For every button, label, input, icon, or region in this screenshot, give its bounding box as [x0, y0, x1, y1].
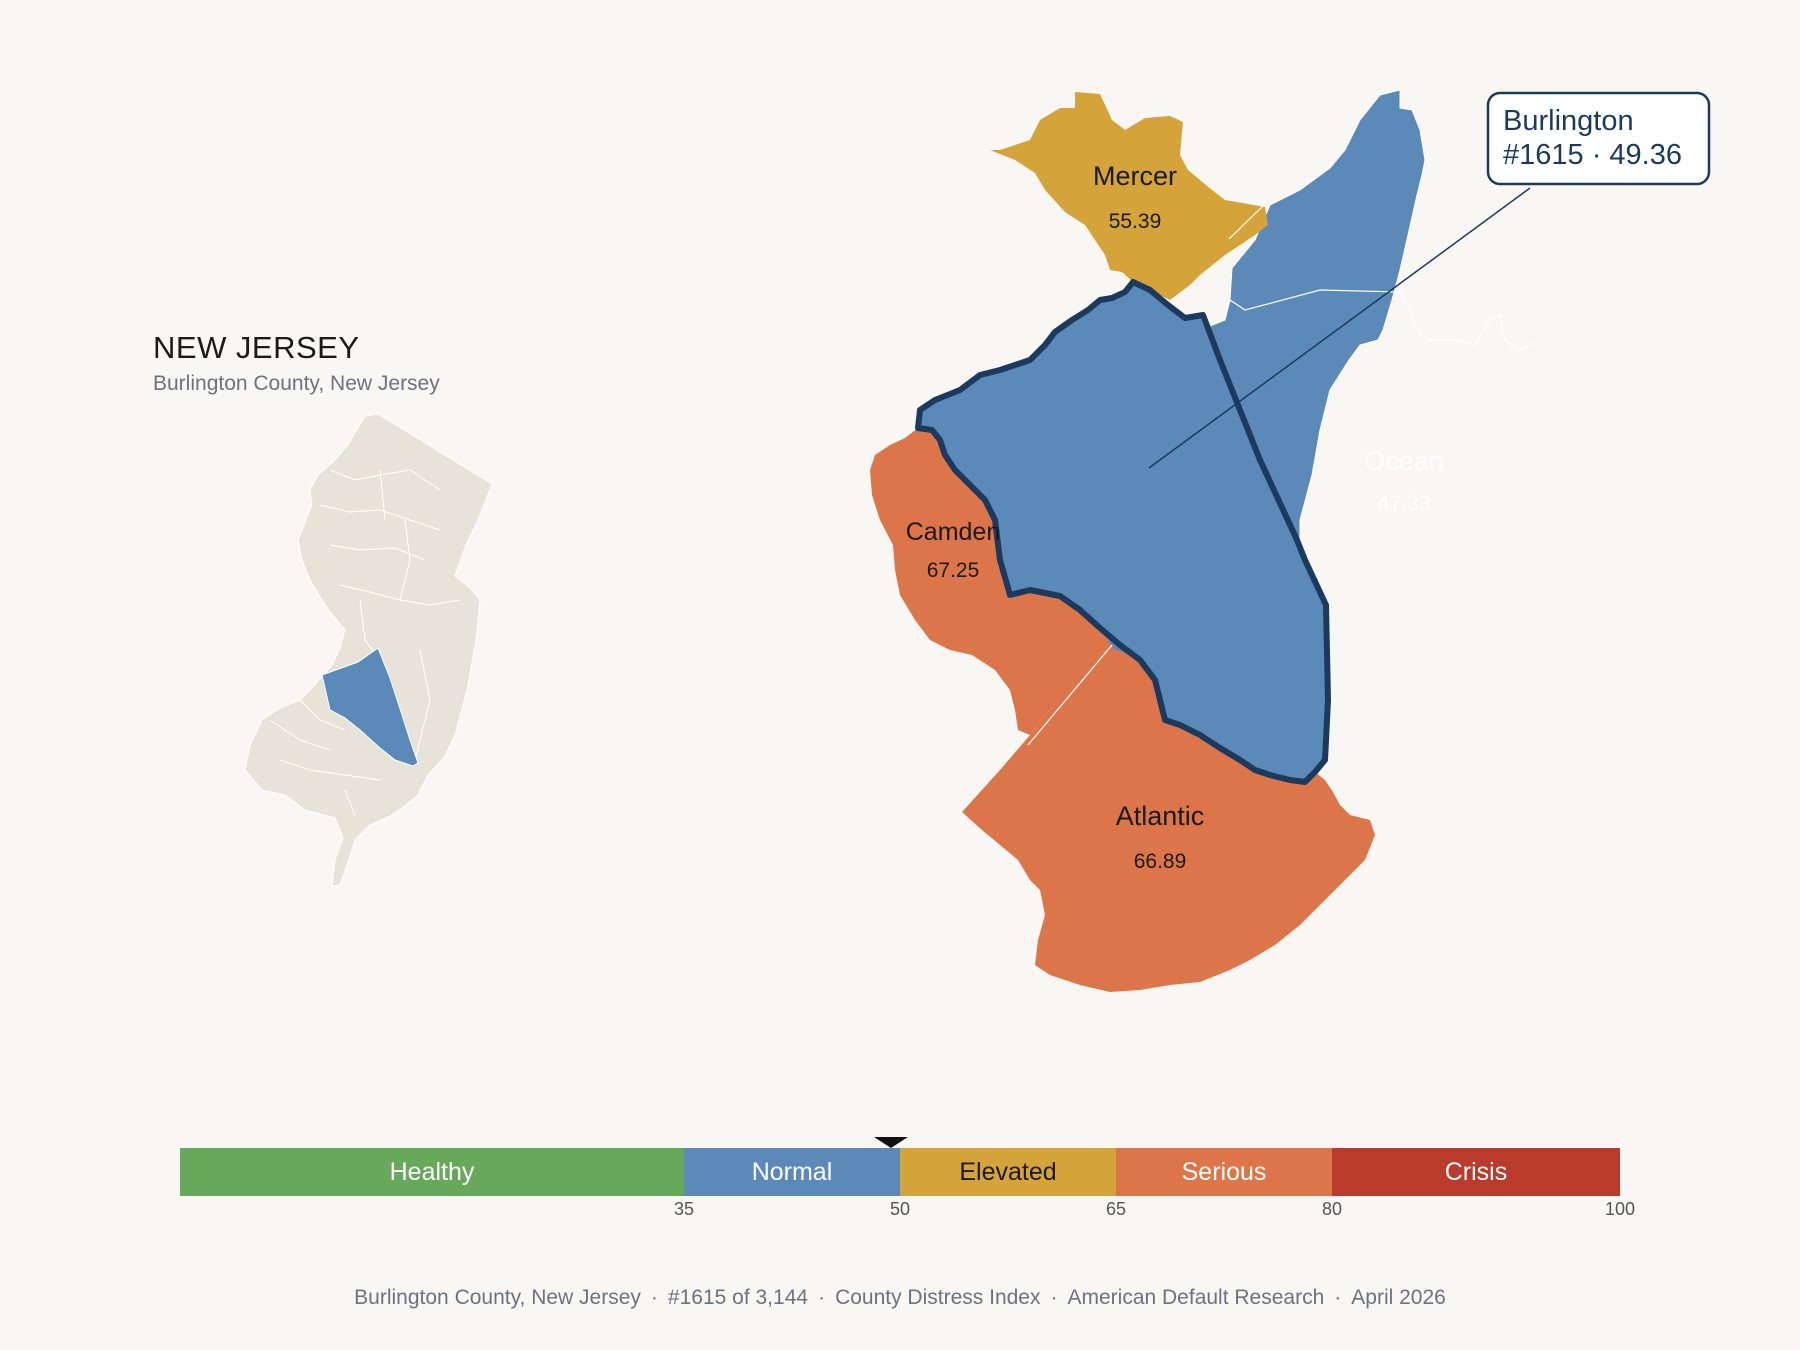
county-mercer[interactable] — [990, 92, 1268, 300]
burlington-outline — [915, 279, 1331, 785]
county-detail-map — [870, 89, 1541, 992]
callout-box — [1486, 91, 1711, 186]
county-atlantic[interactable] — [962, 648, 1375, 992]
scale-tick-80: 80 — [1321, 1199, 1343, 1219]
county-labels: Mercer 55.39 Ocean 47.33 Camden 67.25 At… — [906, 161, 1444, 873]
focus-callout: Burlington #1615 · 49.36 — [1148, 91, 1711, 469]
footer-credits: Burlington County, New Jersey · #1615 of 3… — [354, 1286, 1446, 1309]
county-label-ocean: Ocean — [1364, 446, 1444, 476]
distress-scale-bar: Healthy Normal Elevated Serious Crisis — [180, 1148, 1620, 1196]
scale-segment-crisis: Crisis — [1332, 1148, 1620, 1196]
county-camden[interactable] — [870, 428, 1113, 735]
scale-segment-normal: Normal — [684, 1148, 900, 1196]
scale-tick-100: 100 — [1604, 1199, 1636, 1219]
callout-county-name: Burlington — [1503, 105, 1634, 137]
footer-index: County Distress Index — [835, 1286, 1041, 1309]
scale-tick-50: 50 — [889, 1199, 911, 1219]
callout-rank-value: #1615 · 49.36 — [1503, 139, 1682, 171]
footer-county: Burlington County, New Jersey — [354, 1286, 641, 1309]
state-inset-map — [244, 413, 493, 887]
footer-date: April 2026 — [1351, 1286, 1446, 1309]
county-value-atlantic: 66.89 — [1134, 850, 1187, 873]
scale-tick-65: 65 — [1105, 1199, 1127, 1219]
county-label-atlantic: Atlantic — [1116, 801, 1205, 831]
inset-state-shape — [244, 413, 493, 887]
footer-rank: #1615 of 3,144 — [667, 1286, 809, 1309]
county-value-mercer: 55.39 — [1109, 210, 1162, 233]
scale-segment-elevated: Elevated — [900, 1148, 1116, 1196]
footer-source: American Default Research — [1067, 1286, 1325, 1309]
score-marker-icon — [873, 1137, 908, 1148]
county-value-camden: 67.25 — [927, 559, 980, 582]
scale-tick-35: 35 — [673, 1199, 695, 1219]
scale-segment-serious: Serious — [1116, 1148, 1332, 1196]
state-subtitle: Burlington County, New Jersey — [153, 372, 440, 395]
county-value-ocean: 47.33 — [1378, 492, 1431, 515]
county-label-camden: Camden — [906, 518, 1001, 546]
inset-highlight-county — [321, 647, 419, 767]
callout-leader-line — [1148, 187, 1531, 469]
county-burlington[interactable] — [918, 282, 1328, 782]
scale-segment-healthy: Healthy — [180, 1148, 684, 1196]
county-label-mercer: Mercer — [1093, 161, 1177, 191]
state-title: NEW JERSEY — [153, 330, 360, 365]
